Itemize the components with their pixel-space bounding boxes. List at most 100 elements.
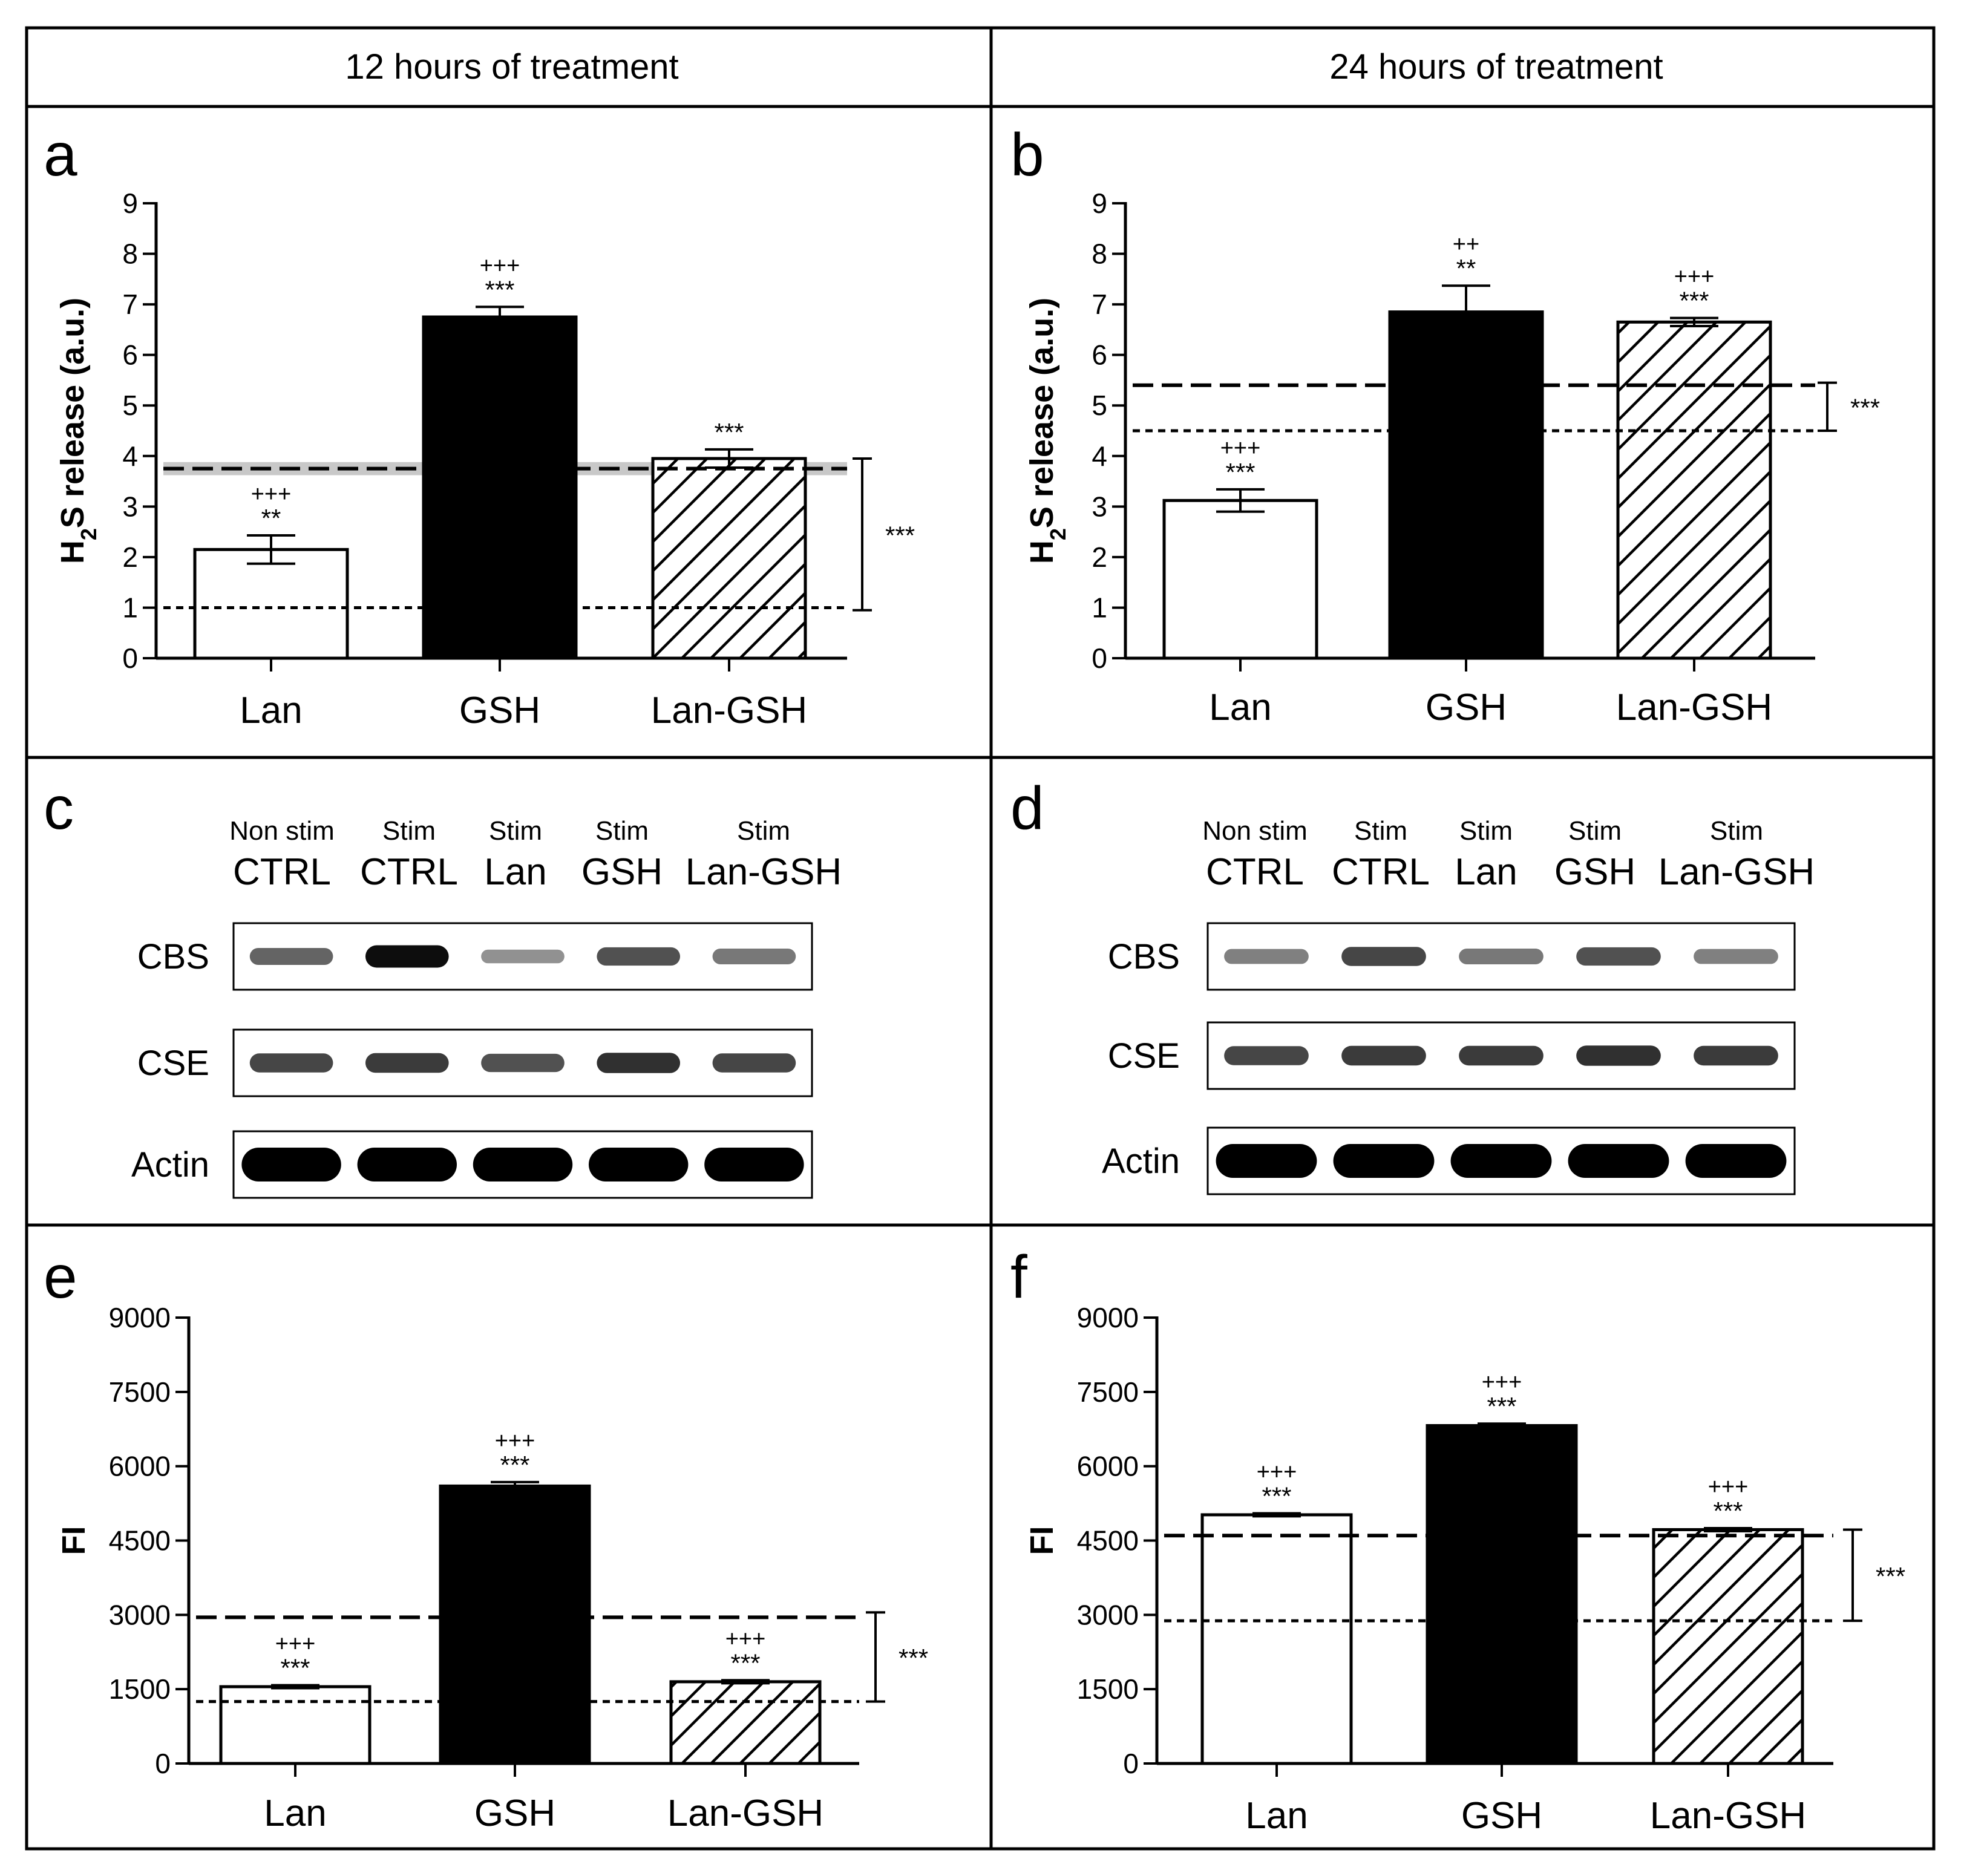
- blot-band: [365, 945, 449, 968]
- y-tick-label: 9000: [1077, 1302, 1139, 1333]
- blot-band: [1333, 1144, 1435, 1178]
- y-tick-label: 9: [1092, 188, 1107, 219]
- blot-d: Non stim CTRL Stim CTRL Stim Lan Stim GSH Stim La…: [1102, 816, 1815, 1195]
- lane-label-top: Stim: [382, 816, 436, 846]
- sig-plus: +++: [1482, 1370, 1522, 1395]
- blot-band: [712, 949, 796, 964]
- sig-stars: ***: [485, 275, 514, 304]
- y-tick-label: 3: [122, 491, 138, 522]
- panel-label-a: a: [44, 121, 77, 189]
- sig-stars: ***: [280, 1654, 310, 1682]
- y-tick-label: 4: [1092, 440, 1107, 472]
- blot-band: [1224, 949, 1309, 964]
- y-tick-label: 2: [122, 541, 138, 573]
- y-tick-label: 6: [122, 339, 138, 371]
- y-tick-label: 4500: [109, 1525, 171, 1557]
- lane-label-top: Stim: [1710, 816, 1763, 846]
- category-label: Lan: [240, 690, 302, 731]
- blot-band: [597, 1053, 681, 1073]
- chart-e: ***+++Lan***+++GSH***+++Lan-GSH***015003…: [56, 1302, 928, 1834]
- sig-stars: **: [1456, 254, 1476, 283]
- bar-lan-gsh: [1616, 320, 1772, 660]
- y-tick-label: 0: [155, 1748, 171, 1779]
- y-tick-label: 1500: [109, 1673, 171, 1705]
- y-tick-label: 7: [122, 289, 138, 320]
- sig-plus: +++: [1220, 436, 1261, 461]
- blot-band: [1216, 1144, 1317, 1178]
- bar-lan-gsh: [669, 1680, 822, 1765]
- category-label: Lan-GSH: [651, 690, 807, 731]
- panel-label-c: c: [44, 774, 74, 842]
- sig-stars: ***: [500, 1451, 529, 1479]
- panel-label-d: d: [1010, 774, 1044, 842]
- bar-lan: [219, 1685, 372, 1765]
- blot-band: [712, 1053, 796, 1073]
- blot-band: [1576, 1045, 1661, 1066]
- blot-band: [365, 1053, 449, 1073]
- y-tick-label: 7500: [1077, 1376, 1139, 1408]
- blot-band: [241, 1148, 341, 1181]
- sig-stars: ***: [1487, 1392, 1516, 1420]
- blot-band: [1224, 1046, 1309, 1065]
- protein-label: CSE: [1108, 1036, 1180, 1076]
- y-tick-label: 8: [1092, 238, 1107, 270]
- sig-plus: +++: [275, 1632, 316, 1657]
- lane-label-top: Stim: [1568, 816, 1622, 846]
- bar-gsh: [1388, 310, 1544, 660]
- blot-band: [597, 947, 681, 966]
- blot-band: [1459, 1045, 1544, 1066]
- header-24h: 24 hours of treatment: [1329, 47, 1663, 87]
- blot-band: [357, 1148, 457, 1181]
- lane-label-bottom: CTRL: [233, 851, 331, 893]
- y-tick-label: 1: [1092, 592, 1107, 623]
- y-axis-label: FI: [56, 1526, 92, 1555]
- lane-label-top: Stim: [737, 816, 790, 846]
- blot-band: [1694, 949, 1778, 964]
- bar-lan-gsh: [1652, 1528, 1804, 1765]
- sig-plus: +++: [1257, 1459, 1297, 1485]
- lane-label-top: Stim: [489, 816, 542, 846]
- category-label: Lan: [264, 1793, 326, 1834]
- y-axis-label: H2S release (a.u.): [1024, 298, 1070, 564]
- blot-band: [1694, 1045, 1778, 1066]
- panel-label-b: b: [1010, 121, 1044, 189]
- category-label: Lan-GSH: [1616, 687, 1772, 728]
- lane-label-bottom: CTRL: [1332, 851, 1430, 893]
- blot-band: [1341, 947, 1426, 966]
- blot-c: Non stim CTRL Stim CTRL Stim Lan Stim GSH Stim La…: [131, 816, 842, 1199]
- category-label: Lan: [1245, 1795, 1308, 1837]
- y-tick-label: 3: [1092, 491, 1107, 522]
- lane-label-bottom: GSH: [581, 851, 663, 893]
- protein-label: Actin: [1102, 1142, 1180, 1181]
- lane-label-top: Non stim: [1202, 816, 1308, 846]
- y-tick-label: 4: [122, 440, 138, 472]
- category-label: Lan-GSH: [1650, 1795, 1806, 1837]
- sig-stars: ***: [714, 418, 744, 446]
- lane-label-bottom: CTRL: [360, 851, 458, 893]
- bar-lan: [1162, 498, 1318, 660]
- outer-frame: [25, 26, 1936, 1851]
- y-axis-label: H2S release (a.u.): [54, 298, 101, 564]
- blot-band: [481, 949, 565, 964]
- sig-plus: +++: [251, 482, 292, 507]
- sig-plus: +++: [1674, 264, 1715, 290]
- bracket-label: ***: [1850, 393, 1880, 422]
- bar-gsh: [422, 315, 578, 660]
- y-tick-label: 5: [122, 390, 138, 421]
- chart-b: ***+++Lan**++GSH***+++Lan-GSH***01234567…: [1024, 188, 1880, 728]
- chart-f: ***+++Lan***+++GSH***+++Lan-GSH***015003…: [1024, 1302, 1905, 1837]
- blot-band: [1459, 949, 1544, 964]
- panel-label-e: e: [44, 1243, 77, 1311]
- bracket-label: ***: [885, 521, 915, 549]
- category-label: Lan: [1209, 687, 1271, 728]
- y-tick-label: 8: [122, 238, 138, 270]
- y-tick-label: 0: [1092, 642, 1107, 674]
- bracket-label: ***: [899, 1644, 928, 1672]
- y-tick-label: 5: [1092, 390, 1107, 421]
- lane-label-bottom: Lan: [1455, 851, 1517, 893]
- lane-label-top: Stim: [595, 816, 649, 846]
- y-tick-label: 7500: [109, 1376, 171, 1408]
- bar-gsh: [1426, 1424, 1578, 1765]
- y-tick-label: 6: [1092, 339, 1107, 371]
- lane-label-top: Stim: [1459, 816, 1513, 846]
